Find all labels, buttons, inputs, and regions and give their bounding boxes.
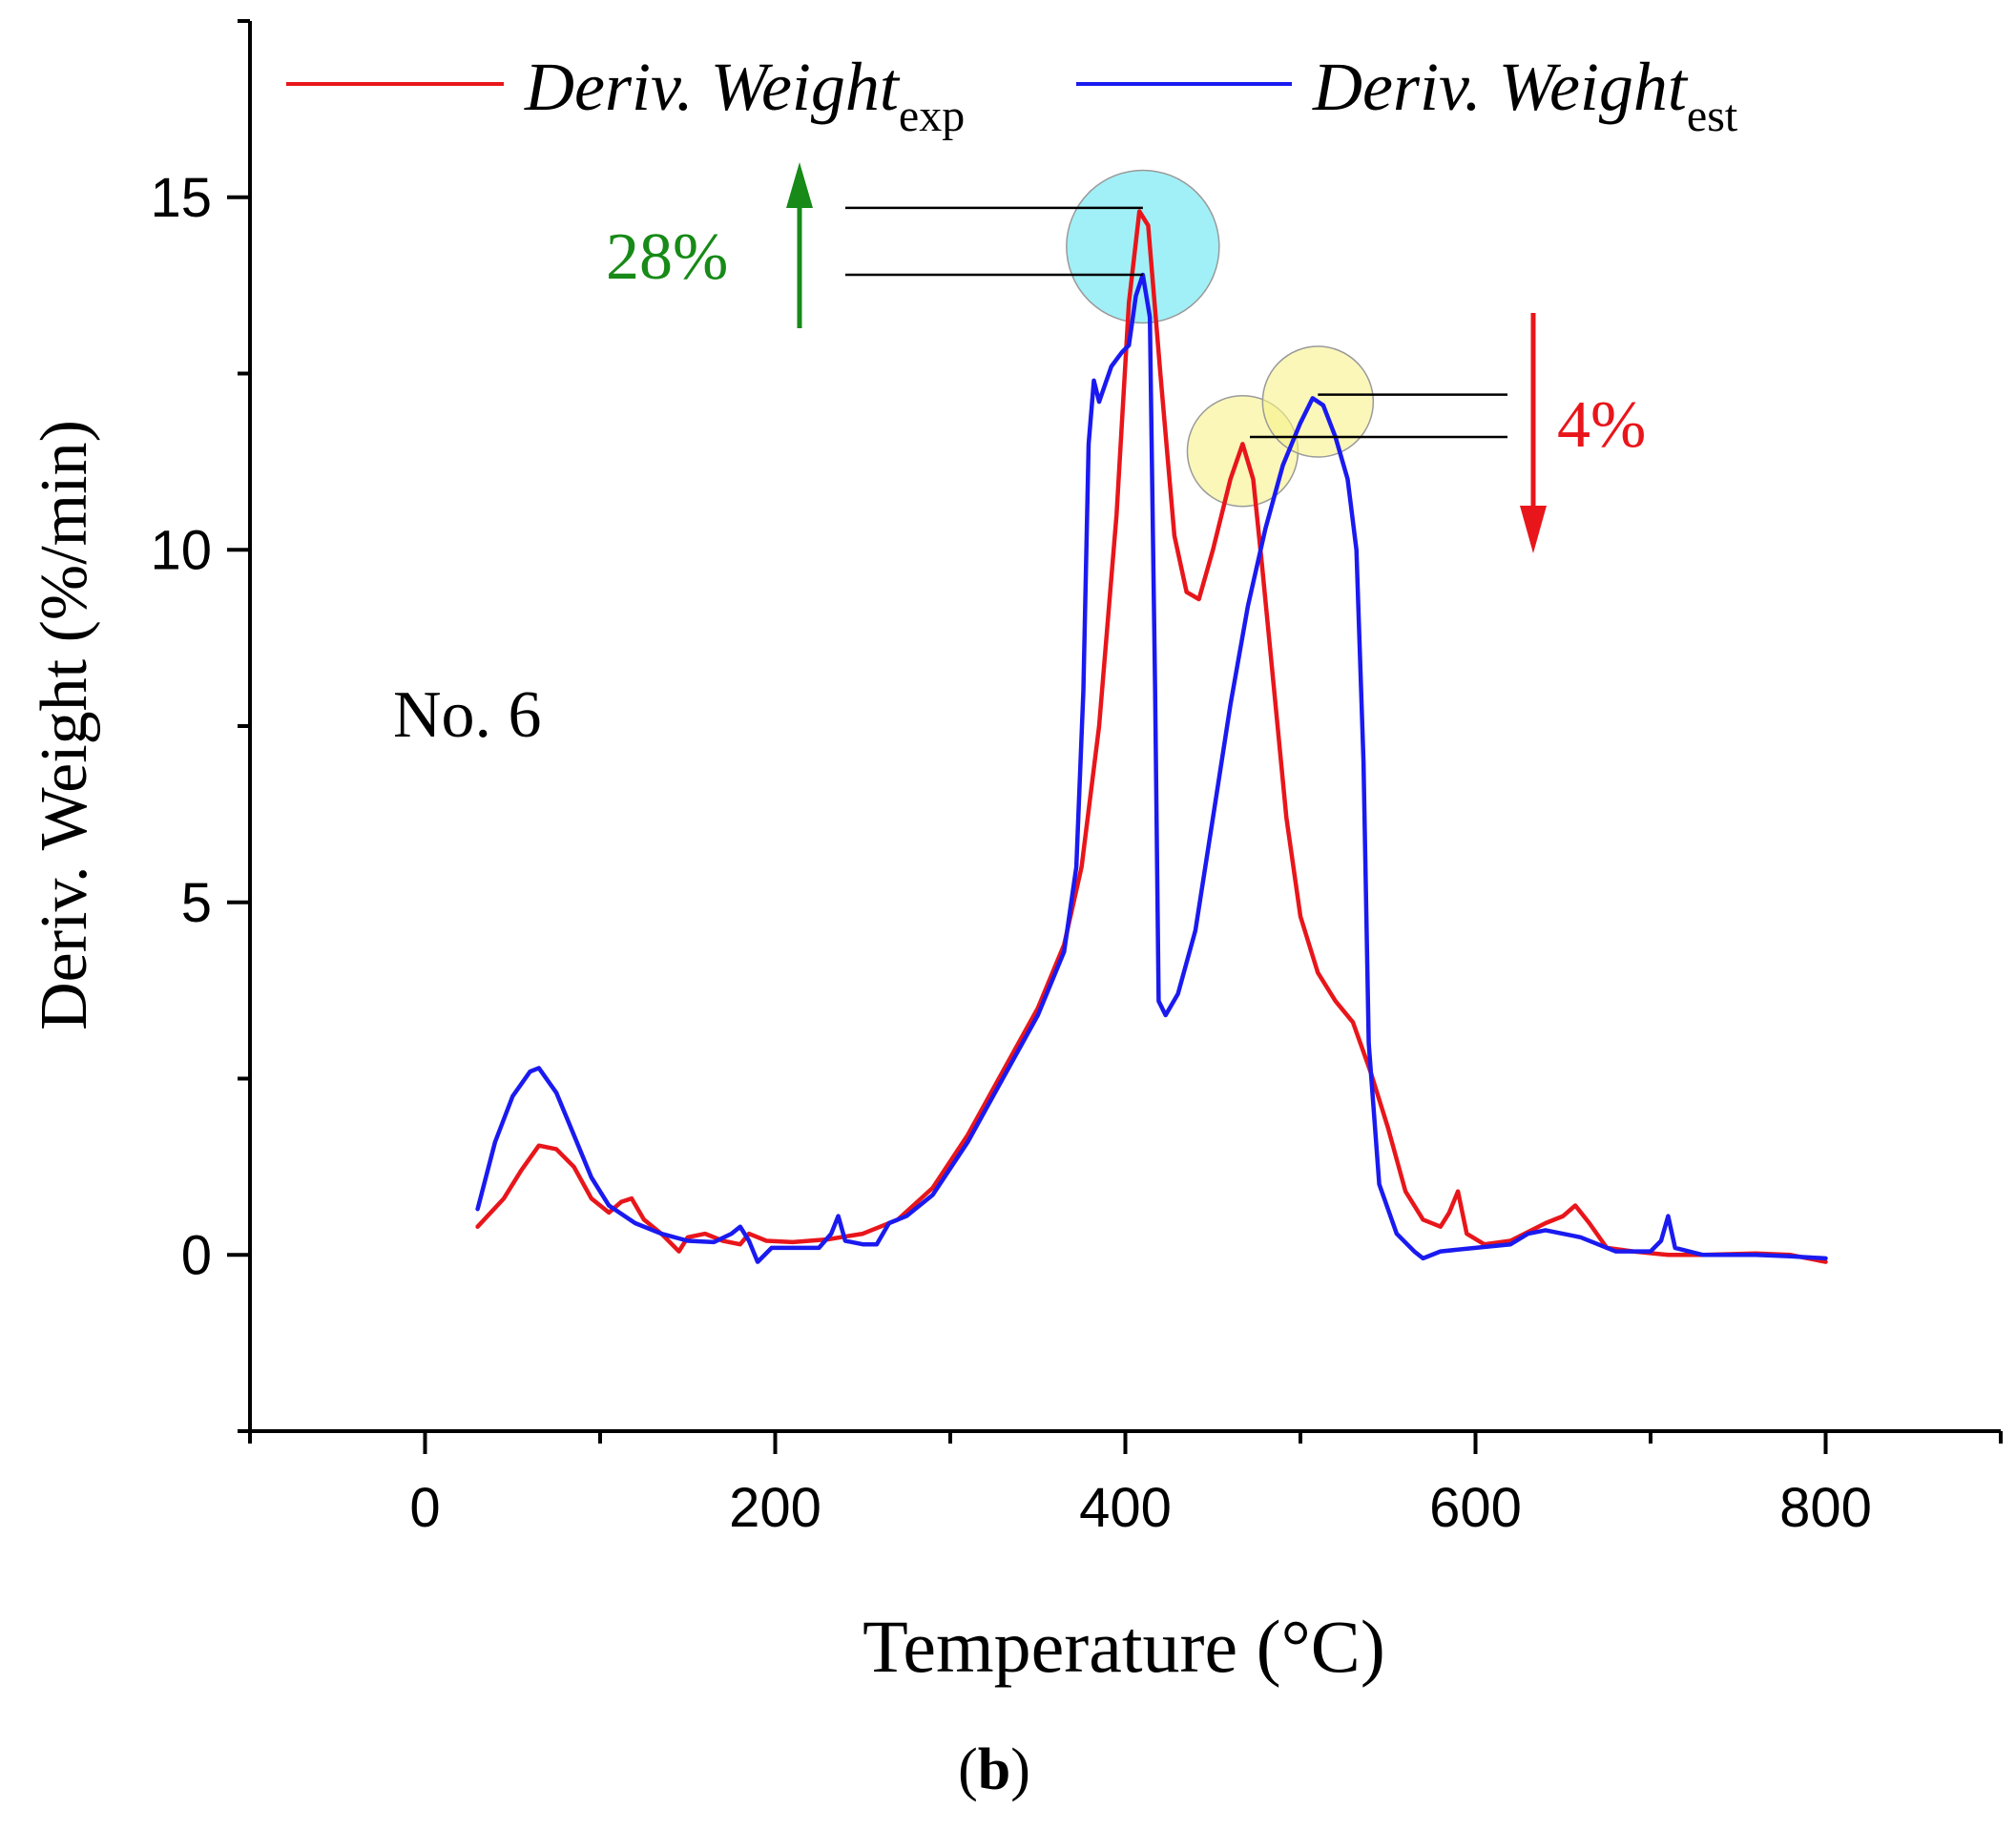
- y-tick-label: 0: [181, 1224, 212, 1286]
- decrease-percent-label: 4%: [1557, 388, 1646, 462]
- sample-label: No. 6: [393, 678, 542, 752]
- y-tick-label: 5: [181, 872, 212, 934]
- legend: Deriv. Weightexp Deriv. Weightest: [286, 49, 1738, 141]
- axis-ticks: [227, 19, 2003, 1454]
- y-tick-label: 10: [150, 519, 212, 581]
- series-line-est: [475, 272, 1828, 1264]
- x-tick-label: 200: [729, 1477, 821, 1539]
- axis-tick-labels: 0 200 400 600 800 0 5 10 15: [150, 167, 1871, 1539]
- increase-arrow-head: [786, 162, 813, 208]
- panel-label: (b): [958, 1737, 1030, 1802]
- increase-percent-label: 28%: [606, 220, 728, 294]
- decrease-arrow-head: [1520, 506, 1547, 553]
- highlight-circle-0: [1066, 169, 1220, 324]
- x-tick-label: 400: [1079, 1477, 1172, 1539]
- x-axis-title: Temperature (°C): [863, 1605, 1385, 1688]
- series-line-exp: [475, 209, 1828, 1264]
- legend-label-exp: Deriv. Weightexp: [524, 49, 965, 141]
- annotations: [786, 162, 1547, 553]
- x-tick-label: 800: [1779, 1477, 1872, 1539]
- highlight-circles: [1066, 169, 1375, 508]
- x-tick-label: 600: [1429, 1477, 1522, 1539]
- y-axis-title: Deriv. Weight (%/min): [28, 420, 101, 1030]
- y-tick-label: 15: [150, 167, 212, 229]
- data-series: [475, 209, 1828, 1264]
- x-tick-label: 0: [409, 1477, 440, 1539]
- legend-label-est: Deriv. Weightest: [1312, 49, 1738, 141]
